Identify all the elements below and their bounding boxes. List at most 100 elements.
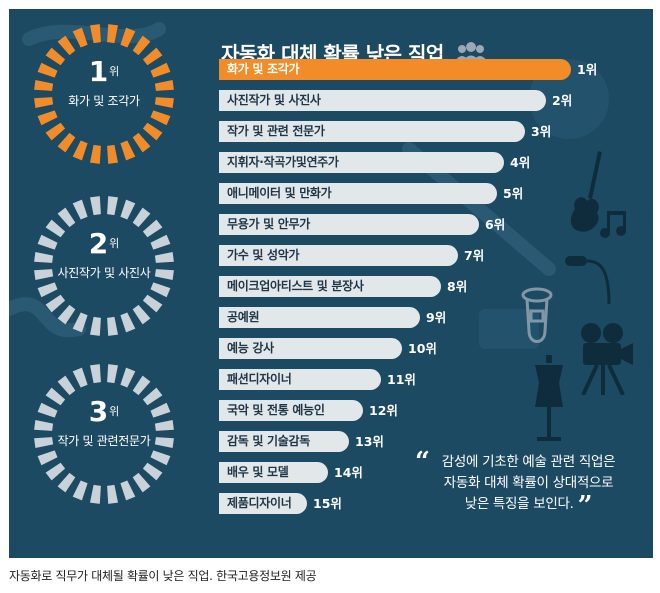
top3-ring: 1위 화가 및 조각가 [29,19,179,169]
ranking-rank-label: 14위 [334,465,363,480]
close-quote-icon: ” [577,491,593,521]
ring-segments [34,196,174,336]
ranking-rank-label: 9위 [426,310,447,325]
ring-segment [72,312,88,333]
ring-segment [90,484,101,504]
ring-segment [57,472,76,493]
caption: 자동화로 직무가 대체될 확률이 낮은 직업. 한국고용정보원 제공 [9,569,317,583]
ring-segment [120,27,136,48]
ranking-rank-label: 13위 [355,434,384,449]
ring-segment [37,110,58,126]
ranking-job-label: 배우 및 모델 [227,465,289,479]
ranking-row: 무용가 및 안무가 6위 [219,214,529,235]
ring-segments [34,364,174,504]
ring-segment [154,97,174,108]
ranking-row: 지휘자·작곡가및연주가 4위 [219,152,554,173]
ring-rank-suffix: 위 [109,405,120,418]
ranking-rank-label: 5위 [503,186,524,201]
ring-segment [150,234,171,250]
ring-rank-number: 1 [88,55,109,88]
ring-segment [37,402,58,418]
ranking-bar [219,183,497,204]
ranking-rank-label: 4위 [510,155,531,170]
ring-segment [154,269,174,280]
ring-rank: 2위 [29,229,179,259]
ring-segment [34,80,54,91]
ranking-row: 국악 및 전통 예능인 12위 [219,400,413,421]
ranking-rank-label: 15위 [313,496,342,511]
ring-segment [45,387,66,406]
ranking-rank-label: 6위 [485,217,506,232]
quote-line: 감성에 기초한 예술 관련 직업은 [441,454,616,470]
ranking-row: 패션디자이너 11위 [219,369,431,390]
ranking-row: 화가 및 조각가 1위 [219,59,621,80]
ring-segment [57,35,76,56]
ring-segment [150,450,171,466]
microphone-icon [565,256,611,305]
ring-job-title: 사진작가 및 사진사 [57,266,151,280]
ranking-bar [219,214,479,235]
ring-segment [120,367,136,388]
ranking-job-label: 사진작가 및 사진사 [227,93,321,107]
ring-segment [34,97,54,108]
ranking-bar [219,431,349,452]
ranking-bar [219,276,441,297]
ranking-rank-label: 1위 [577,62,598,77]
ranking-bar [219,462,328,483]
ranking-rank-label: 8위 [447,279,468,294]
ring-segment [45,219,66,238]
ranking-row: 제품디자이너 15위 [219,493,357,514]
ring-segment [120,480,136,501]
ring-segment [150,402,171,418]
ring-segment [72,367,88,388]
ring-rank-suffix: 위 [109,65,120,78]
quote-block: “ 감성에 기초한 예술 관련 직업은 자동화 대체 확률이 상대적으로 낮은 … [415,449,636,521]
ranking-job-label: 가수 및 성악가 [227,248,300,262]
ring-segment [150,62,171,78]
ranking-row: 메이크업아티스트 및 분장사 8위 [219,276,491,297]
ring-segment [142,47,163,66]
quote-line: 자동화 대체 확률이 상대적으로 [443,475,614,491]
ranking-job-label: 감독 및 기술감독 [227,434,310,448]
open-quote-icon: “ [415,447,430,477]
ring-segment [72,140,88,161]
ranking-rank-label: 10위 [408,341,437,356]
ranking-rank-label: 11위 [387,372,416,387]
ring-segment [154,80,174,91]
infographic-panel: 자동화 대체 확률 낮은 직업 화가 및 조각가 1위 사진작가 및 사진사 2위 작가… [9,9,653,558]
ring-segment [150,110,171,126]
ring-segment [34,252,54,263]
ranking-job-label: 공예원 [227,310,260,324]
ring-segment [34,420,54,431]
ring-segment [57,304,76,325]
ring-segment [142,122,163,141]
music-notes-icon [600,211,626,238]
ring-segment [142,219,163,238]
ranking-bar [219,90,546,111]
ranking-row: 애니메이터 및 만화가 5위 [219,183,547,204]
ring-rank: 3위 [29,397,179,427]
ring-segment [72,480,88,501]
ranking-job-label: 메이크업아티스트 및 분장사 [227,279,364,293]
ranking-job-label: 제품디자이너 [227,496,292,510]
ranking-row: 감독 및 기술감독 13위 [219,431,399,452]
ring-segment [142,462,163,481]
ring-rank: 1위 [29,57,179,87]
ring-segment [107,484,118,504]
guitar-icon [570,151,602,232]
ring-segment [45,122,66,141]
ring-job-title: 작가 및 관련전문가 [57,434,151,448]
ring-segment [142,387,163,406]
ring-segment [120,140,136,161]
ring-segment [34,269,54,280]
ranking-bar [219,152,504,173]
ranking-job-label: 지휘자·작곡가및연주가 [227,155,339,169]
ring-segment [107,364,118,384]
ranking-job-label: 국악 및 전통 예능인 [227,403,325,417]
ring-segment [132,375,151,396]
ranking-rank-label: 12위 [369,403,398,418]
mannequin-icon [535,355,563,441]
ranking-rank-label: 7위 [464,248,485,263]
ranking-job-label: 애니메이터 및 만화가 [227,186,332,200]
